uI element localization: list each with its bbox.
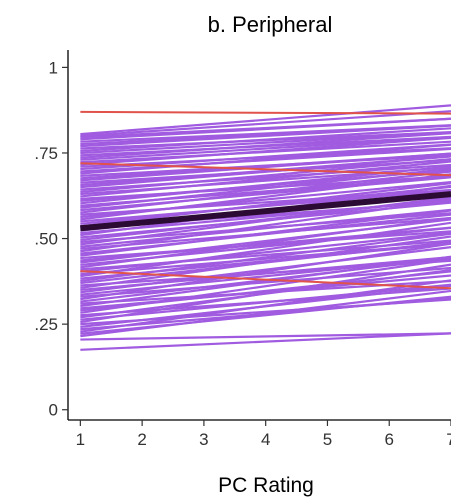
individual-line <box>80 259 451 287</box>
x-axis: 1 2 3 4 5 6 7 <box>68 419 451 449</box>
individual-line <box>80 230 451 260</box>
x-tick-label: 5 <box>323 430 332 449</box>
individual-line <box>80 104 451 136</box>
x-tick-label: 4 <box>261 430 270 449</box>
mean-line-group <box>80 191 451 232</box>
individual-line <box>80 298 451 326</box>
individual-line <box>80 239 451 271</box>
highlighted-line <box>80 110 451 115</box>
individual-line <box>80 130 451 150</box>
individual-line <box>80 117 451 139</box>
y-tick-label: 0 <box>49 401 58 420</box>
individual-line <box>80 287 451 317</box>
x-tick-label: 2 <box>137 430 146 449</box>
individual-line <box>80 266 451 298</box>
individual-line <box>80 188 451 216</box>
y-tick-label: 1 <box>49 58 58 77</box>
x-tick-label: 3 <box>199 430 208 449</box>
highlighted-lines <box>80 110 451 290</box>
individual-line <box>80 159 451 184</box>
individual-line <box>80 216 451 250</box>
y-tick-label: .25 <box>34 315 58 334</box>
x-tick-label: 6 <box>384 430 393 449</box>
y-tick-label: .75 <box>34 144 58 163</box>
x-axis-label: PC Rating <box>218 474 314 497</box>
individual-line <box>80 242 451 276</box>
individual-line <box>80 175 451 207</box>
x-tick-label: 7 <box>446 430 451 449</box>
individual-line <box>80 189 451 223</box>
individual-line <box>80 332 451 341</box>
chart-title: b. Peripheral <box>208 12 333 37</box>
individual-line <box>80 124 451 143</box>
individual-line <box>80 201 451 239</box>
individual-line <box>80 166 451 196</box>
individual-line <box>80 147 451 173</box>
individual-lines <box>80 104 451 351</box>
individual-line <box>80 135 451 157</box>
highlighted-line <box>80 162 451 177</box>
individual-line <box>80 175 451 200</box>
plot-area <box>80 104 451 351</box>
individual-line <box>80 110 451 137</box>
x-tick-label: 1 <box>76 430 85 449</box>
individual-line <box>80 154 451 178</box>
individual-line <box>80 332 451 351</box>
y-tick-label: .50 <box>34 230 58 249</box>
individual-line <box>80 221 451 278</box>
individual-line <box>80 242 451 301</box>
mean-line <box>80 191 451 232</box>
individual-line <box>80 163 451 191</box>
individual-line <box>80 147 451 168</box>
highlighted-line <box>80 270 451 290</box>
individual-line <box>80 212 451 244</box>
y-axis: 0 .25 .50 .75 1 <box>34 50 69 420</box>
individual-line <box>80 140 451 164</box>
